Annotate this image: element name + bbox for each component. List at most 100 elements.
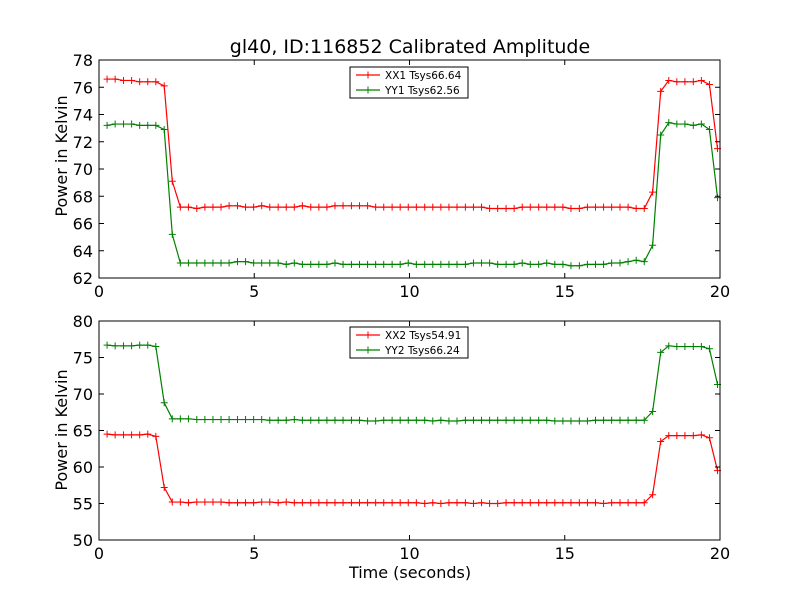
data-point [510,205,518,213]
data-point [412,260,420,268]
data-point [697,343,705,351]
y-tick-label: 55 [73,495,93,514]
data-point [380,203,388,211]
data-point [600,203,608,211]
data-point [152,343,160,351]
data-point [437,500,445,507]
data-point [250,203,258,211]
data-point [258,498,266,506]
data-point [364,202,372,210]
data-point [624,258,632,266]
data-point [697,120,705,128]
y-tick-label: 50 [73,531,93,550]
y-axis-title-bottom: Power in Kelvin [52,369,71,490]
data-point [649,188,657,196]
data-point [429,499,437,507]
data-point [502,260,510,268]
data-point [681,432,689,440]
data-point [575,262,583,270]
data-point [404,203,412,211]
data-point [421,260,429,268]
data-point [339,202,347,210]
legend-label: XX1 Tsys66.64 [385,70,462,82]
data-point [111,431,119,439]
data-point [315,203,323,211]
data-point [583,417,591,425]
data-point [380,499,388,507]
data-point [225,259,233,267]
data-point [608,416,616,424]
data-point [575,417,583,425]
data-point [176,415,184,423]
data-point [461,203,469,211]
data-point [339,260,347,268]
data-point [649,491,657,499]
data-point [421,416,429,424]
data-point [331,202,339,210]
data-point [282,416,290,424]
data-point [543,416,551,424]
data-point [176,259,184,267]
data-point [608,259,616,267]
data-point [193,416,201,424]
legend-marker [364,71,372,79]
data-point [347,416,355,424]
data-point [242,499,250,507]
data-point [184,203,192,211]
data-point [689,121,697,129]
data-point [103,430,111,438]
legend-marker [364,346,372,354]
data-point [184,499,192,507]
x-tick-label: 15 [555,282,575,301]
data-point [225,416,233,424]
x-tick-label: 0 [94,544,104,563]
data-point [209,259,217,267]
data-point [445,417,453,425]
data-point [298,499,306,507]
data-point [478,259,486,267]
data-point [193,205,201,213]
data-point [437,260,445,268]
data-point [258,416,266,424]
data-point [478,203,486,211]
data-point [551,203,559,211]
data-point [486,259,494,267]
data-point [591,416,599,424]
x-tick-label: 10 [399,282,419,301]
data-point [494,205,502,213]
data-point [640,258,648,266]
data-point [673,78,681,86]
data-point [567,499,575,507]
data-point [404,259,412,267]
data-point [323,416,331,424]
data-point [624,499,632,507]
data-point [274,416,282,424]
data-point [184,415,192,423]
data-point [201,416,209,424]
data-point [111,120,119,128]
data-point [274,203,282,211]
data-point [144,430,152,438]
data-point [388,416,396,424]
data-point [144,121,152,129]
data-point [535,203,543,211]
data-point [258,259,266,267]
x-tick-label: 15 [555,544,575,563]
data-point [356,499,364,507]
data-point [364,417,372,425]
data-point [372,203,380,211]
legend: XX1 Tsys66.64 YY1 Tsys62.56 [349,66,469,99]
data-point [681,343,689,351]
data-point [429,417,437,425]
data-point [649,408,657,416]
data-point [168,498,176,506]
data-point [494,500,502,507]
data-point [282,498,290,506]
data-point [665,432,673,440]
data-point [657,87,665,95]
data-point [136,121,144,129]
y-tick-label: 78 [73,51,93,70]
data-point [608,499,616,507]
data-point [591,203,599,211]
